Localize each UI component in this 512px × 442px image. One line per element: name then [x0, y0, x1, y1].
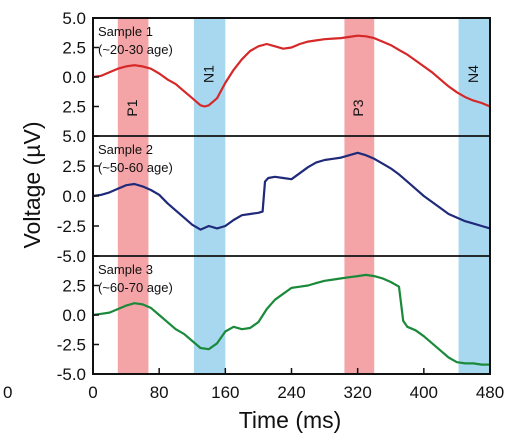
- band-p1: [117, 18, 149, 374]
- series-lines: [92, 34, 491, 366]
- x-tick-label: 80: [150, 383, 169, 402]
- band-label-n4: N4: [465, 65, 481, 83]
- band-label-n1: N1: [200, 65, 216, 83]
- y-tick-label: 0.0: [62, 68, 86, 87]
- sample-name-1: Sample 1: [98, 24, 153, 39]
- sample-name-2: Sample 2: [98, 142, 153, 157]
- band-n1: [193, 18, 226, 374]
- y-tick-label: 0.0: [62, 187, 86, 206]
- y-tick-label: -5.0: [57, 247, 86, 266]
- y-tick-label: 2.5: [62, 157, 86, 176]
- band-p3: [344, 18, 375, 374]
- series-line-2: [92, 151, 491, 231]
- y-tick-label: 2.5: [62, 277, 86, 296]
- y-tick-label: -5.0: [57, 365, 86, 384]
- x-tick-label: 480: [476, 383, 504, 402]
- x-tick-label: 160: [211, 383, 239, 402]
- y-tick-label: -2.5: [57, 336, 86, 355]
- x-tick-label: 240: [277, 383, 305, 402]
- clipped-tick-label: 0: [3, 383, 12, 402]
- sample-annotations: Sample 1 (~20-30 age) Sample 2 (~50-60 age)…: [98, 24, 173, 295]
- y-axis-title: Voltage (µV): [19, 121, 45, 248]
- y-tick-label: 2.5: [62, 39, 86, 58]
- band-label-p3: P3: [350, 99, 366, 116]
- sample-age-3: (~60-70 age): [98, 280, 173, 295]
- x-tick-label: 400: [410, 383, 438, 402]
- series-line-1: [92, 34, 491, 108]
- y-tick-label: 5.0: [62, 9, 86, 28]
- band-label-p1: P1: [124, 99, 140, 116]
- y-tick-label: 2.5: [62, 98, 86, 117]
- series-line-3: [92, 273, 490, 366]
- sample-name-3: Sample 3: [98, 262, 153, 277]
- y-tick-label: 5.0: [62, 127, 86, 146]
- tick-labels: 5.0 2.5 0.0 2.5 5.0 2.5 0.0 -2.5 -5.0 2.5 0.0 -2.5 -…: [57, 9, 504, 402]
- y-tick-label: 0.0: [62, 306, 86, 325]
- y-tick-label: -2.5: [57, 217, 86, 236]
- sample-age-1: (~20-30 age): [98, 42, 173, 57]
- x-tick-label: 0: [88, 383, 97, 402]
- sample-age-2: (~50-60 age): [98, 160, 173, 175]
- x-tick-label: 320: [343, 383, 371, 402]
- band-n4: [458, 18, 490, 374]
- highlight-bands: P1 N1 P3 N4: [117, 18, 490, 374]
- x-axis-title: Time (ms): [239, 407, 342, 433]
- axis-ticks: [92, 17, 491, 375]
